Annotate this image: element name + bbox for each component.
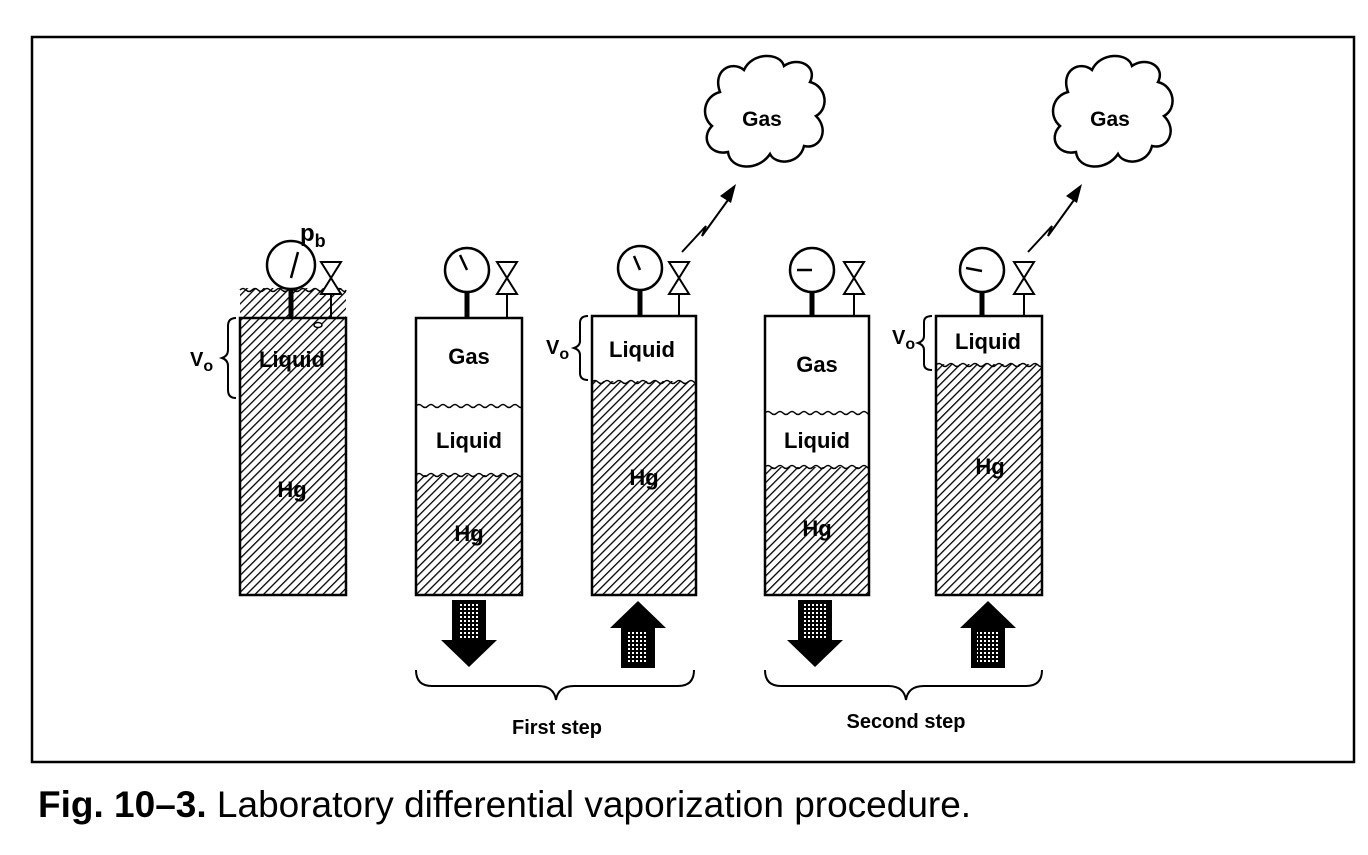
gas-release-line [681, 199, 729, 253]
v0-brace [570, 315, 589, 381]
hg-layer [240, 288, 346, 595]
cloud-gas-label: Gas [742, 108, 782, 131]
cell-first-expand: Gas Liquid Hg [414, 246, 524, 667]
hg-label: Hg [454, 521, 483, 546]
valve-icon [495, 261, 519, 295]
hg-label: Hg [629, 465, 658, 490]
hg-layer [592, 381, 696, 595]
gas-release-arrow-icon [1066, 184, 1082, 203]
gauge-needle [632, 255, 642, 271]
figure-caption: Fig. 10–3. Laboratory differential vapor… [38, 784, 971, 826]
cell-outline [934, 314, 1044, 597]
gas-label: Gas [448, 344, 490, 369]
gauge-needle [289, 251, 300, 279]
gauge-needle [458, 254, 469, 271]
arrow-texture [804, 604, 826, 638]
hg-label: Hg [975, 454, 1004, 479]
gas-release-line [1027, 199, 1075, 253]
cell-outline [590, 314, 698, 597]
hg-layer [765, 467, 869, 595]
hg-label: Hg [802, 516, 831, 541]
figure-number: Fig. 10–3. [38, 784, 207, 825]
cell-second-displace: Liquid Hg Gas Vo [892, 54, 1174, 668]
cell-second-expand: Gas Liquid Hg [763, 246, 871, 667]
liquid-hg-interface [415, 472, 523, 478]
arrow-texture [977, 630, 999, 664]
valve-icon [1012, 261, 1036, 295]
gauge-needle [965, 266, 983, 273]
cloud-gas-label: Gas [1090, 108, 1130, 131]
hg-label: Hg [277, 477, 306, 502]
v0-label: Vo [190, 349, 213, 375]
cell-outline [763, 314, 871, 597]
cell-first-displace: Liquid Hg Gas Vo [546, 54, 826, 668]
small-bubble [313, 321, 323, 329]
v0-brace [914, 315, 933, 371]
arrow-texture [458, 604, 480, 638]
v0-label: Vo [892, 327, 915, 353]
gas-liquid-interface [764, 410, 870, 416]
hg-layer [416, 475, 522, 595]
valve-icon [667, 261, 691, 295]
arrow-texture [626, 630, 648, 664]
gas-cloud-icon [703, 54, 826, 168]
first-step-label: First step [512, 717, 602, 739]
v0-brace [218, 317, 237, 399]
hg-layer [936, 364, 1042, 595]
gas-label: Gas [796, 352, 838, 377]
gas-liquid-interface [415, 403, 523, 409]
figure-caption-text: Laboratory differential vaporization pro… [216, 784, 972, 825]
pressure-gauge-icon [265, 239, 317, 291]
valve-icon [319, 261, 343, 295]
liquid-label: Liquid [784, 428, 850, 453]
figure-frame [30, 35, 1356, 764]
gas-cloud-icon [1051, 54, 1174, 168]
second-step-brace [764, 669, 1043, 701]
interface-line [591, 379, 697, 385]
first-step-brace [415, 669, 695, 701]
liquid-label: Liquid [609, 337, 675, 362]
interface-line [935, 362, 1043, 368]
liquid-hg-interface [764, 464, 870, 470]
liquid-label: Liquid [259, 347, 325, 372]
liquid-label: Liquid [436, 428, 502, 453]
second-step-label: Second step [847, 711, 966, 733]
valve-icon [842, 261, 866, 295]
differential-vaporization-diagram: Liquid Hg pb Vo Gas Liquid Hg [30, 35, 1356, 764]
liquid-label: Liquid [955, 329, 1021, 354]
v0-label: Vo [546, 337, 569, 363]
pb-label: pb [300, 220, 326, 251]
gas-release-arrow-icon [720, 184, 736, 203]
cell-initial: Liquid Hg pb Vo [190, 220, 348, 597]
